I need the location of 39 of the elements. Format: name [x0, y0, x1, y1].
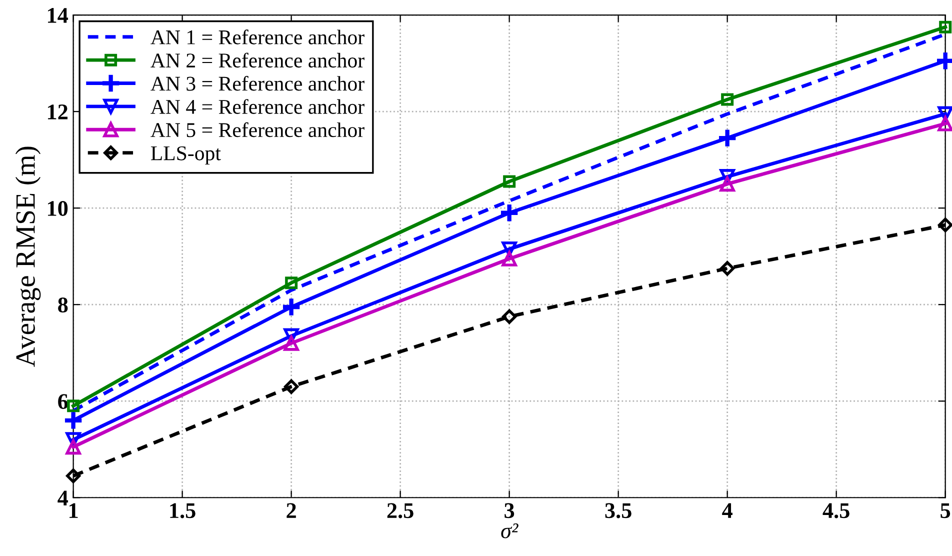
x-tick-label: 2 — [286, 503, 296, 518]
point — [720, 261, 735, 276]
point — [284, 379, 299, 394]
point — [502, 251, 517, 266]
x-tick-label: 1.5 — [170, 503, 196, 518]
point — [502, 309, 517, 324]
point — [67, 400, 80, 412]
y-tick-label: 6 — [58, 394, 68, 410]
x-tick-label: 2.5 — [387, 503, 414, 518]
y-axis-title: Average RMSE (m) — [15, 146, 41, 367]
point — [280, 296, 302, 318]
x-tick-label: 4.5 — [822, 503, 850, 518]
x-axis-title: σ² — [501, 523, 518, 538]
x-tick-label: 1 — [70, 503, 78, 518]
legend-label: AN 5 = Reference anchor — [150, 122, 364, 138]
legend-label: AN 3 = Reference anchor — [150, 76, 364, 91]
legend-label: LLS-opt — [150, 146, 221, 165]
point — [939, 20, 952, 34]
point — [720, 176, 735, 192]
y-tick-label: 8 — [58, 298, 68, 313]
point — [66, 439, 81, 455]
point — [66, 468, 81, 484]
point — [285, 276, 298, 290]
x-tick-label: 4 — [722, 503, 732, 518]
x-tick-label: 5 — [940, 503, 950, 518]
point — [721, 93, 734, 106]
legend-label: AN 1 = Reference anchor — [150, 30, 364, 44]
point — [938, 116, 952, 132]
y-tick-label: 10 — [48, 200, 68, 216]
x-tick-label: 3.5 — [605, 503, 632, 518]
point — [938, 218, 952, 232]
x-tick-label: 3 — [504, 503, 514, 518]
y-tick-label: 12 — [48, 104, 68, 120]
y-tick-label: 4 — [58, 490, 68, 506]
y-tick-label: 14 — [48, 8, 68, 23]
legend-label: AN 4 = Reference anchor — [150, 99, 364, 114]
point — [503, 175, 516, 188]
legend-label: AN 2 = Reference anchor — [150, 52, 364, 68]
point — [284, 336, 299, 351]
